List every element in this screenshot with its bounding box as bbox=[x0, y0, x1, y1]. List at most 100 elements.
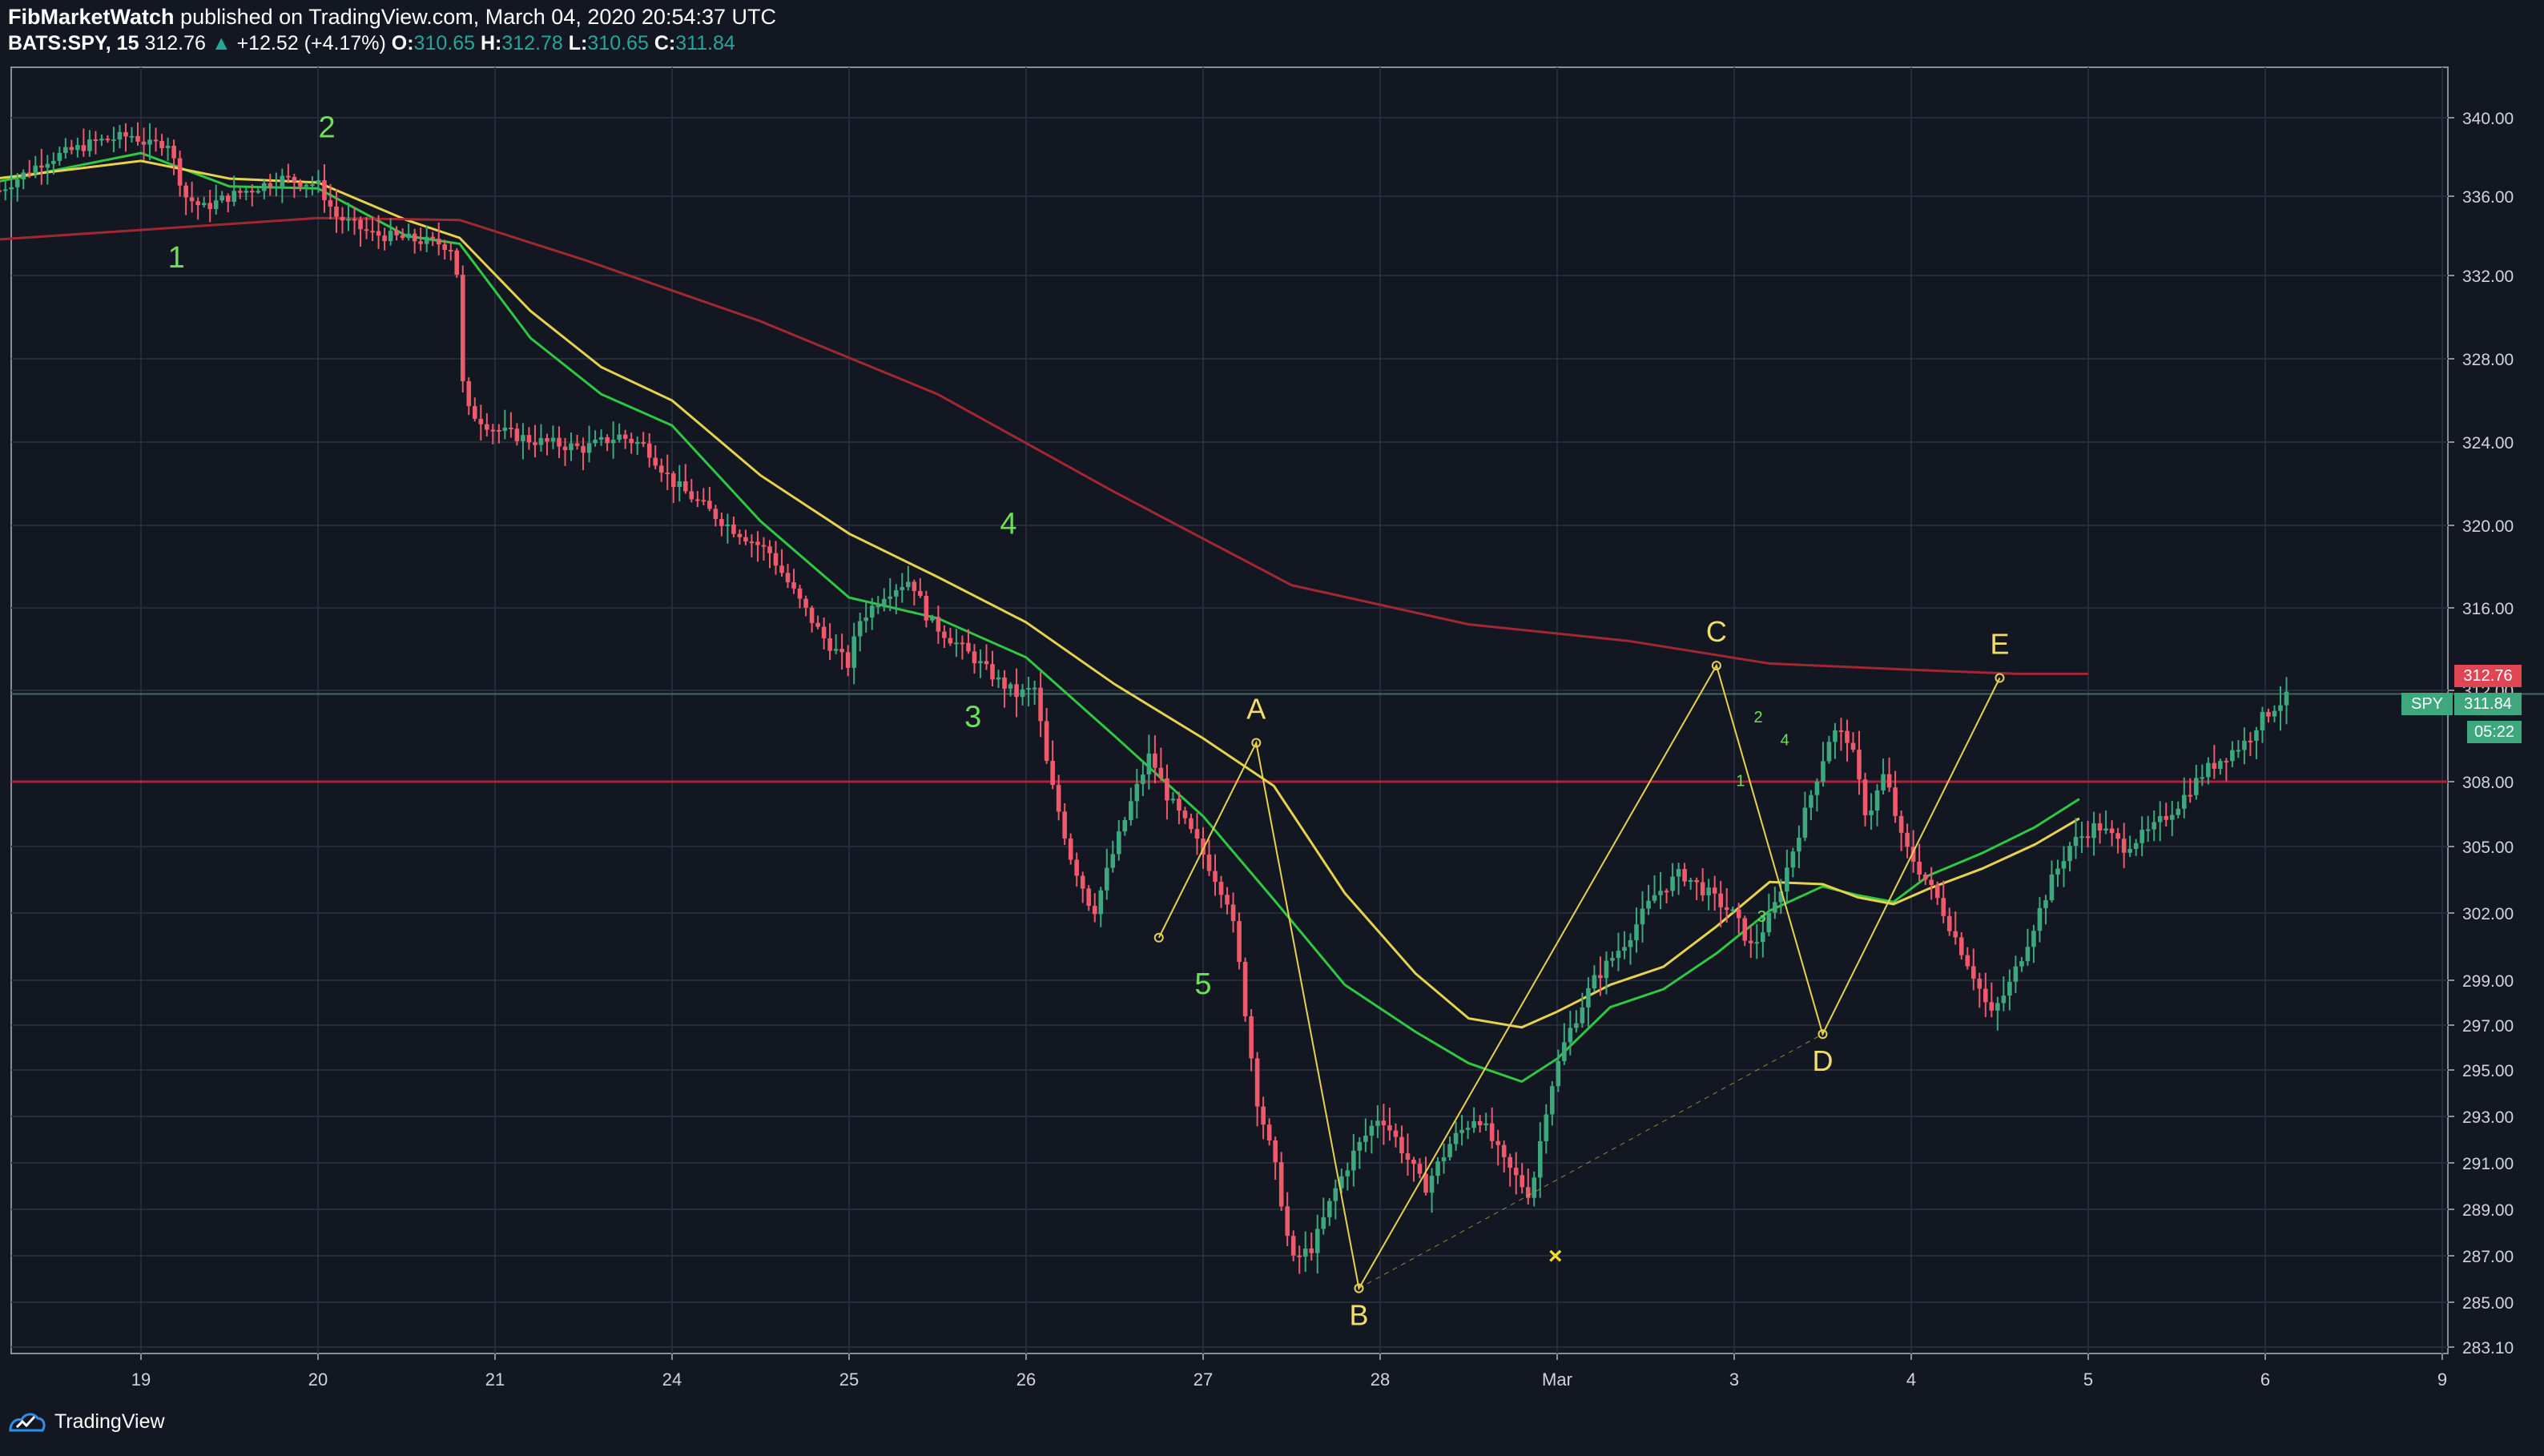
candle-up[interactable] bbox=[1773, 902, 1777, 913]
candle-down[interactable] bbox=[1177, 798, 1181, 811]
candle-down[interactable] bbox=[237, 191, 243, 193]
candle-down[interactable] bbox=[1845, 730, 1850, 743]
candle-down[interactable] bbox=[1062, 811, 1067, 839]
candle-down[interactable] bbox=[1153, 753, 1157, 768]
candle-up[interactable] bbox=[1122, 819, 1128, 832]
candle-down[interactable] bbox=[773, 553, 779, 566]
candle-up[interactable] bbox=[610, 440, 616, 444]
candle-down[interactable] bbox=[2115, 833, 2120, 839]
candle-up[interactable] bbox=[2055, 868, 2060, 875]
candle-up[interactable] bbox=[2145, 829, 2151, 831]
candle-down[interactable] bbox=[641, 442, 646, 444]
candle-up[interactable] bbox=[219, 195, 225, 201]
candle-down[interactable] bbox=[936, 617, 941, 632]
harmonic-pattern-line[interactable] bbox=[1157, 663, 2001, 1291]
candle-up[interactable] bbox=[231, 191, 237, 203]
candle-down[interactable] bbox=[767, 546, 772, 553]
candle-down[interactable] bbox=[382, 235, 387, 242]
candle-down[interactable] bbox=[1044, 721, 1049, 762]
candle-down[interactable] bbox=[1941, 898, 1946, 916]
candle-up[interactable] bbox=[1814, 782, 1820, 795]
candle-up[interactable] bbox=[1134, 783, 1140, 802]
candle-up[interactable] bbox=[1809, 794, 1813, 808]
candle-down[interactable] bbox=[1682, 869, 1687, 882]
candle-up[interactable] bbox=[1622, 947, 1627, 951]
candle-up[interactable] bbox=[51, 160, 56, 164]
candle-up[interactable] bbox=[1754, 942, 1760, 944]
candle-up[interactable] bbox=[1869, 810, 1874, 815]
candle-up[interactable] bbox=[63, 147, 68, 154]
candle-up[interactable] bbox=[256, 191, 261, 193]
candle-up[interactable] bbox=[906, 581, 911, 587]
candle-down[interactable] bbox=[1213, 871, 1218, 882]
candle-down[interactable] bbox=[1242, 962, 1248, 1016]
candle-up[interactable] bbox=[1351, 1150, 1356, 1171]
candle-down[interactable] bbox=[845, 652, 851, 668]
candle-down[interactable] bbox=[1525, 1187, 1531, 1198]
tradingview-footer[interactable]: TradingView bbox=[8, 1410, 165, 1434]
candle-up[interactable] bbox=[1471, 1120, 1476, 1128]
candle-down[interactable] bbox=[436, 238, 441, 245]
candle-up[interactable] bbox=[1020, 689, 1025, 698]
candle-down[interactable] bbox=[761, 545, 767, 547]
candle-up[interactable] bbox=[1129, 801, 1133, 820]
candle-up[interactable] bbox=[2061, 861, 2067, 869]
candle-up[interactable] bbox=[1357, 1141, 1363, 1151]
candle-down[interactable] bbox=[622, 434, 628, 439]
candle-up[interactable] bbox=[569, 443, 574, 451]
candle-down[interactable] bbox=[370, 231, 375, 233]
candle-up[interactable] bbox=[1537, 1141, 1543, 1178]
candle-down[interactable] bbox=[743, 537, 748, 542]
candle-up[interactable] bbox=[2133, 843, 2139, 850]
candle-up[interactable] bbox=[978, 661, 983, 664]
candle-down[interactable] bbox=[2188, 794, 2193, 797]
candle-up[interactable] bbox=[9, 187, 14, 190]
candle-up[interactable] bbox=[521, 435, 525, 441]
candle-up[interactable] bbox=[2019, 961, 2024, 967]
candle-up[interactable] bbox=[1562, 1042, 1567, 1061]
candle-down[interactable] bbox=[1399, 1136, 1404, 1154]
candle-down[interactable] bbox=[1507, 1156, 1513, 1168]
candle-down[interactable] bbox=[1748, 940, 1753, 943]
candle-down[interactable] bbox=[1917, 861, 1922, 875]
candle-down[interactable] bbox=[1290, 1236, 1296, 1256]
candle-up[interactable] bbox=[1568, 1028, 1573, 1043]
candle-down[interactable] bbox=[695, 499, 700, 501]
publisher-name[interactable]: FibMarketWatch bbox=[8, 5, 175, 29]
candle-down[interactable] bbox=[1285, 1206, 1290, 1237]
candle-down[interactable] bbox=[1278, 1162, 1284, 1207]
candle-up[interactable] bbox=[1826, 742, 1832, 762]
candle-up[interactable] bbox=[1628, 939, 1633, 947]
candle-down[interactable] bbox=[797, 588, 803, 599]
candle-up[interactable] bbox=[2200, 777, 2205, 779]
candle-down[interactable] bbox=[159, 140, 164, 148]
candle-up[interactable] bbox=[1580, 1007, 1585, 1024]
candle-down[interactable] bbox=[1520, 1175, 1525, 1188]
candle-down[interactable] bbox=[1694, 879, 1699, 883]
candle-up[interactable] bbox=[1326, 1201, 1332, 1217]
candle-down[interactable] bbox=[418, 241, 423, 244]
candle-up[interactable] bbox=[1453, 1132, 1459, 1144]
candle-down[interactable] bbox=[972, 651, 977, 664]
candle-down[interactable] bbox=[352, 219, 357, 221]
candle-up[interactable] bbox=[244, 191, 249, 193]
candle-up[interactable] bbox=[502, 428, 508, 431]
pattern-point-marker[interactable] bbox=[1153, 932, 1164, 943]
candle-up[interactable] bbox=[1797, 838, 1801, 852]
candle-down[interactable] bbox=[268, 183, 273, 187]
candle-up[interactable] bbox=[147, 139, 152, 145]
candle-down[interactable] bbox=[0, 190, 2, 192]
candle-up[interactable] bbox=[2025, 947, 2031, 962]
candle-up[interactable] bbox=[1646, 900, 1651, 909]
candle-down[interactable] bbox=[249, 191, 255, 193]
candle-down[interactable] bbox=[665, 473, 670, 475]
candle-up[interactable] bbox=[2103, 828, 2108, 831]
candle-down[interactable] bbox=[785, 573, 791, 583]
candle-down[interactable] bbox=[26, 172, 32, 175]
candle-up[interactable] bbox=[2260, 711, 2265, 730]
symbol-label[interactable]: BATS:SPY, 15 bbox=[8, 32, 139, 54]
candle-down[interactable] bbox=[966, 642, 971, 652]
candle-down[interactable] bbox=[38, 165, 44, 168]
candle-down[interactable] bbox=[2266, 711, 2271, 717]
